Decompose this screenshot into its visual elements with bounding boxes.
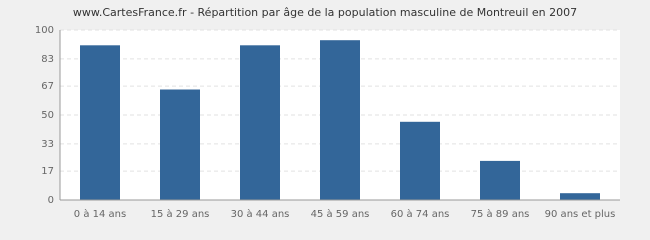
y-tick-label: 50 xyxy=(41,110,54,121)
x-tick-label: 45 à 59 ans xyxy=(311,208,370,220)
bar xyxy=(400,121,440,200)
y-tick-label: 17 xyxy=(41,166,54,177)
x-tick-label: 30 à 44 ans xyxy=(231,208,290,220)
y-tick-label: 33 xyxy=(41,139,54,150)
bar xyxy=(80,45,120,200)
chart: www.CartesFrance.fr - Répartition par âg… xyxy=(34,6,620,220)
chart-title: www.CartesFrance.fr - Répartition par âg… xyxy=(73,6,577,19)
x-tick-label: 60 à 74 ans xyxy=(391,208,450,220)
y-tick-label: 67 xyxy=(41,81,54,92)
y-tick-label: 100 xyxy=(35,25,54,36)
x-tick-label: 90 ans et plus xyxy=(545,209,616,220)
x-tick-label: 75 à 89 ans xyxy=(471,208,530,220)
bar xyxy=(160,89,200,200)
page: {"chart_data": {"type": "bar", "title": … xyxy=(34,6,620,220)
bar xyxy=(560,193,600,200)
x-tick-label: 0 à 14 ans xyxy=(74,208,126,220)
y-tick-label: 0 xyxy=(48,195,54,206)
y-tick-label: 83 xyxy=(41,54,54,65)
bar xyxy=(320,40,360,201)
x-tick-label: 15 à 29 ans xyxy=(151,208,210,220)
bar xyxy=(480,160,520,200)
bar xyxy=(240,45,280,200)
